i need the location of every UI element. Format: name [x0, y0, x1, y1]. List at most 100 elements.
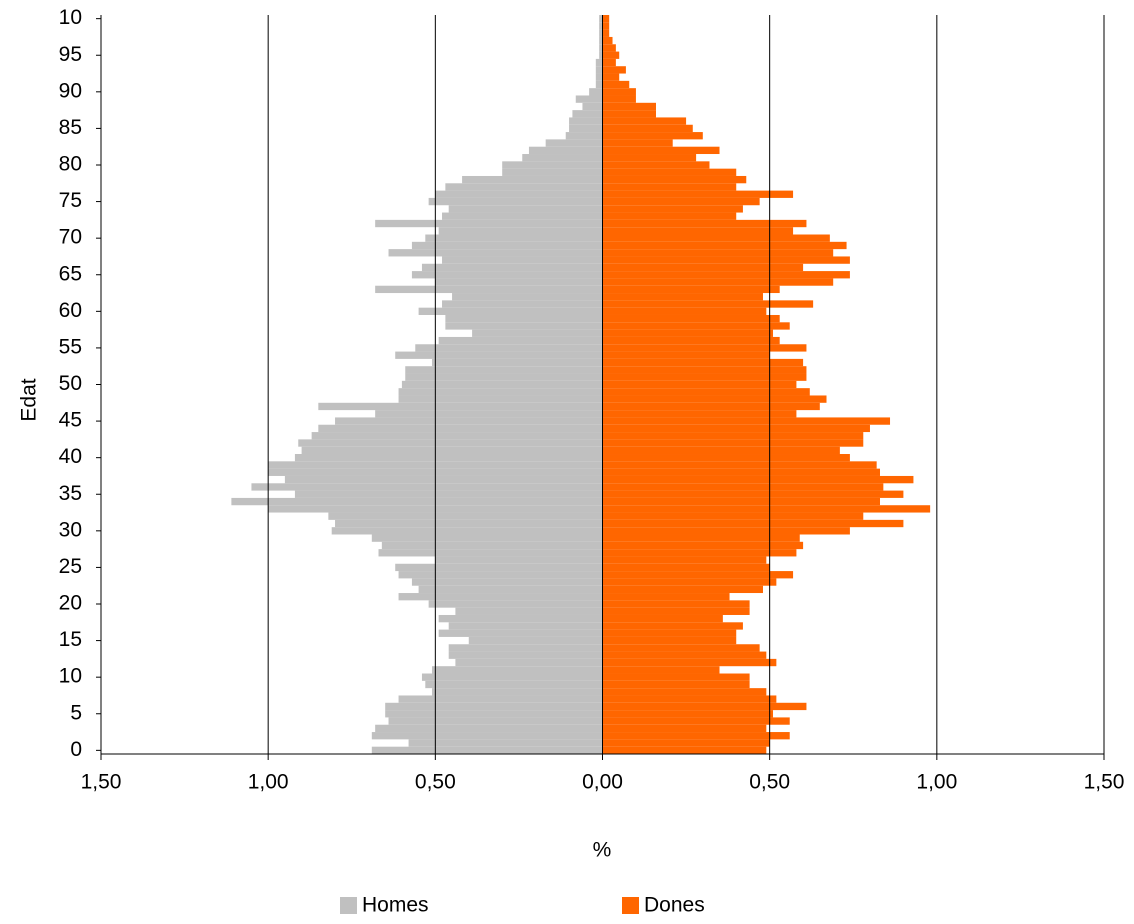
bar [371, 534, 603, 542]
x-tick-label: 1,00 [916, 771, 957, 794]
bar [602, 139, 673, 147]
y-tick-label: 30 [59, 518, 82, 541]
bar [602, 51, 620, 59]
x-tick-label: 0,50 [415, 771, 456, 794]
bar [378, 549, 603, 557]
bar [602, 475, 914, 484]
y-tick-label: 5 [70, 701, 82, 724]
bar [602, 732, 790, 740]
bar [595, 58, 603, 67]
x-tick-label: 1,50 [81, 771, 122, 794]
bar [455, 607, 603, 615]
bar [602, 102, 656, 111]
bar [411, 271, 603, 279]
bar [602, 527, 850, 535]
bar [602, 256, 850, 264]
y-tick-label: 0 [70, 738, 82, 761]
bar [602, 549, 797, 557]
bar [448, 644, 603, 652]
x-tick-label: 0,50 [749, 771, 790, 794]
bar [602, 154, 697, 162]
bar [445, 314, 603, 323]
bar [602, 724, 767, 733]
bar [602, 636, 737, 645]
bar [602, 446, 840, 455]
y-tick-label: 40 [59, 445, 82, 468]
y-tick-label: 85 [59, 116, 82, 139]
bar [328, 512, 603, 520]
bar [602, 593, 730, 601]
legend-label: Dones [644, 894, 705, 917]
bar [602, 22, 610, 30]
bar [582, 102, 603, 111]
bar [602, 585, 763, 594]
bar [398, 388, 603, 396]
bar [452, 293, 603, 301]
bar [602, 358, 804, 367]
bar [602, 373, 807, 381]
bar [602, 110, 656, 118]
bar [602, 490, 904, 498]
bar [435, 190, 603, 198]
bar [462, 175, 603, 184]
bar [602, 15, 610, 23]
bar [468, 636, 603, 645]
y-tick-label: 45 [59, 409, 82, 432]
bar [602, 702, 807, 711]
bar [405, 373, 603, 381]
legend-swatch [340, 897, 357, 914]
bar [602, 249, 834, 257]
x-axis-label: % [593, 839, 612, 862]
bar [545, 139, 603, 147]
bar [428, 197, 603, 206]
bar [602, 73, 620, 81]
bar [405, 366, 603, 374]
bar [602, 271, 850, 279]
y-tick-label: 75 [59, 189, 82, 212]
bar [418, 307, 603, 315]
bar [589, 88, 603, 96]
bar [602, 344, 807, 352]
bar [599, 15, 603, 23]
bar [231, 497, 603, 506]
bar [602, 351, 770, 359]
bar [411, 241, 603, 250]
bar [602, 36, 613, 45]
bar [421, 673, 603, 681]
bar [335, 417, 603, 425]
bar [428, 600, 603, 608]
bar [602, 410, 797, 418]
bar [595, 66, 603, 74]
bar [602, 666, 720, 674]
bar [602, 644, 760, 652]
bar [522, 154, 603, 162]
bar [251, 483, 603, 491]
bar [418, 585, 603, 594]
bar [502, 168, 603, 176]
bar [298, 439, 603, 447]
bar [602, 673, 750, 681]
bar [294, 454, 603, 462]
bar [602, 336, 780, 345]
bar [435, 278, 603, 286]
bar [385, 710, 603, 718]
bar [602, 314, 780, 323]
bar [602, 439, 864, 447]
bar [438, 227, 603, 235]
bar [331, 527, 603, 535]
bar [438, 614, 603, 623]
bar [602, 300, 814, 308]
x-tick-label: 0,00 [582, 771, 623, 794]
bar [408, 739, 603, 747]
bar [301, 446, 603, 455]
bar [455, 658, 603, 667]
bar [602, 746, 767, 754]
x-tick-label: 1,50 [1084, 771, 1125, 794]
bar [595, 80, 603, 89]
y-tick-label: 65 [59, 262, 82, 285]
bar [395, 563, 603, 572]
bar [602, 571, 794, 579]
bar [602, 680, 750, 689]
bar [371, 746, 603, 754]
bar [602, 658, 777, 667]
